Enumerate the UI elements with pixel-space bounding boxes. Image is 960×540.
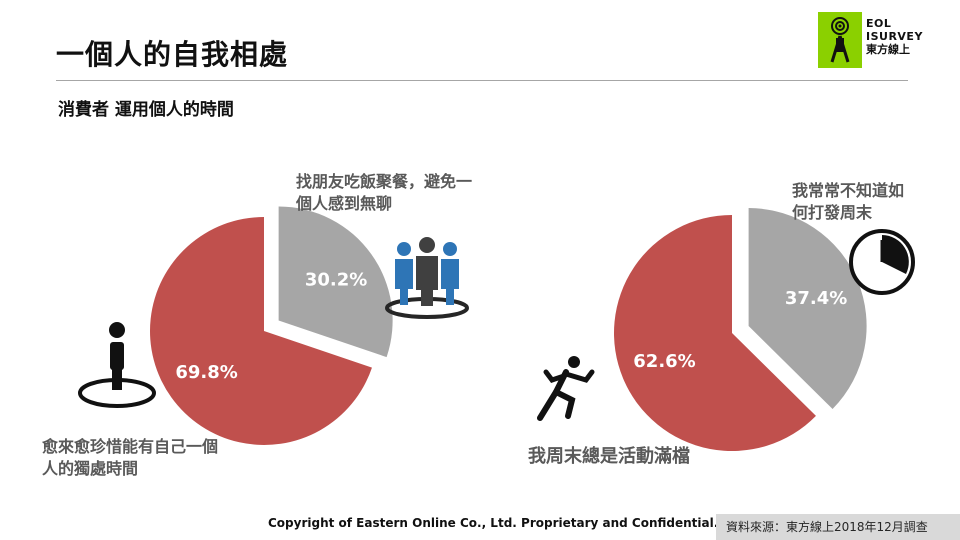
- source-note: 資料來源：東方線上2018年12月調查: [716, 514, 960, 540]
- pie-data-label: 69.8%: [175, 362, 237, 383]
- logo-text-chinese: 東方線上: [866, 43, 910, 56]
- pie-chart-2: 37.4% 62.6%: [613, 208, 867, 451]
- pie-slice-red: [150, 217, 372, 445]
- single-person-icon: [78, 322, 156, 408]
- eol-isurvey-logo: EOL ISURVEY 東方線上: [818, 12, 938, 68]
- pie1-gray-label-line2: 個人感到無聊: [296, 194, 393, 213]
- pie2-gray-label-line2: 何打發周末: [792, 203, 873, 222]
- logo-text-isurvey: ISURVEY: [866, 30, 923, 43]
- clock-icon: [849, 229, 915, 295]
- pie1-red-label-line2: 人的獨處時間: [42, 459, 139, 478]
- pie2-red-label: 我周末總是活動滿檔: [528, 446, 690, 467]
- pie-chart-1: 30.2% 69.8%: [150, 206, 393, 445]
- pie-data-label: 30.2%: [305, 269, 367, 290]
- page-subtitle: 消費者 運用個人的時間: [58, 100, 234, 120]
- pie-data-label: 62.6%: [633, 351, 695, 372]
- logo-text-eol: EOL: [866, 17, 892, 30]
- pie-slice-red: [613, 215, 816, 451]
- title-divider: [56, 80, 908, 81]
- pie1-gray-label-line1: 找朋友吃飯聚餐，避免一: [296, 172, 473, 191]
- pie-slice-gray: [748, 208, 867, 409]
- logo-badge-icon: [818, 12, 862, 68]
- pie1-red-label-line1: 愈來愈珍惜能有自己一個: [42, 437, 219, 456]
- running-person-icon: [537, 356, 595, 421]
- pie-data-label: 37.4%: [785, 288, 847, 309]
- page-title: 一個人的自我相處: [56, 38, 289, 71]
- pie2-gray-label-line1: 我常常不知道如: [792, 181, 905, 200]
- group-people-icon: [385, 237, 469, 319]
- copyright-text: Copyright of Eastern Online Co., Ltd. Pr…: [268, 516, 719, 530]
- pie-slice-gray: [278, 206, 393, 358]
